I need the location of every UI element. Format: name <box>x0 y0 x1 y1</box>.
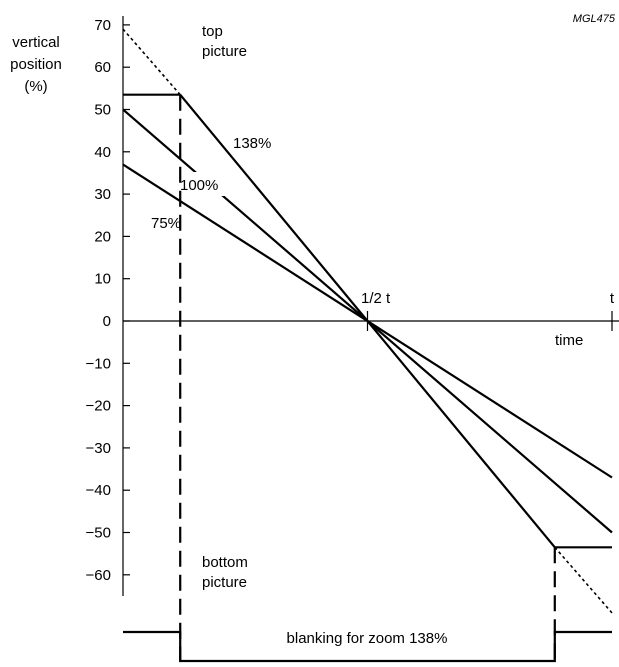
x-mark-label-half-t: 1/2 t <box>361 290 391 307</box>
y-tick-label: 70 <box>94 17 111 34</box>
y-axis-label-line3: (%) <box>24 78 47 95</box>
y-tick-label: 60 <box>94 59 111 76</box>
y-tick-label: −20 <box>86 398 111 415</box>
y-tick-label: 20 <box>94 228 111 245</box>
blanking-waveform <box>123 94 612 663</box>
x-mark-label-t: t <box>610 290 615 307</box>
series-lines <box>122 28 613 614</box>
series-line-138pct <box>179 93 612 549</box>
y-tick-label: −10 <box>86 355 111 372</box>
blanking-label: blanking for zoom 138% <box>287 630 448 647</box>
extrapolation-line <box>554 546 613 614</box>
y-tick-label: 40 <box>94 144 111 161</box>
y-tick-label: 50 <box>94 102 111 119</box>
y-tick-label: −60 <box>86 567 111 584</box>
y-tick-label: 0 <box>103 313 111 330</box>
blanking-waveform-line <box>123 630 612 663</box>
bottom-picture-label-line1: bottom <box>202 554 248 571</box>
bottom-picture-label-line2: picture <box>202 574 247 591</box>
series-line-75pct <box>122 163 613 479</box>
x-axis-label: time <box>555 332 583 349</box>
extrapolation-line <box>122 28 181 96</box>
y-axis-label-line2: position <box>10 56 62 73</box>
y-ticks: 70 60 50 40 30 20 10 0 −10 −20 −30 −40 −50 −60 <box>86 17 130 584</box>
y-tick-label: −50 <box>86 525 111 542</box>
y-tick-label: 10 <box>94 271 111 288</box>
y-tick-label: −40 <box>86 482 111 499</box>
y-tick-label: 30 <box>94 186 111 203</box>
top-picture-label-line2: picture <box>202 43 247 60</box>
series-label-100: 100% <box>180 177 218 194</box>
label-gap-100 <box>178 172 228 196</box>
top-picture-label-line1: top <box>202 23 223 40</box>
series-label-75: 75% <box>151 215 181 232</box>
y-tick-label: −30 <box>86 440 111 457</box>
figure-code: MGL475 <box>573 13 616 25</box>
y-axis-label-line1: vertical <box>12 34 60 51</box>
series-label-138: 138% <box>233 135 271 152</box>
